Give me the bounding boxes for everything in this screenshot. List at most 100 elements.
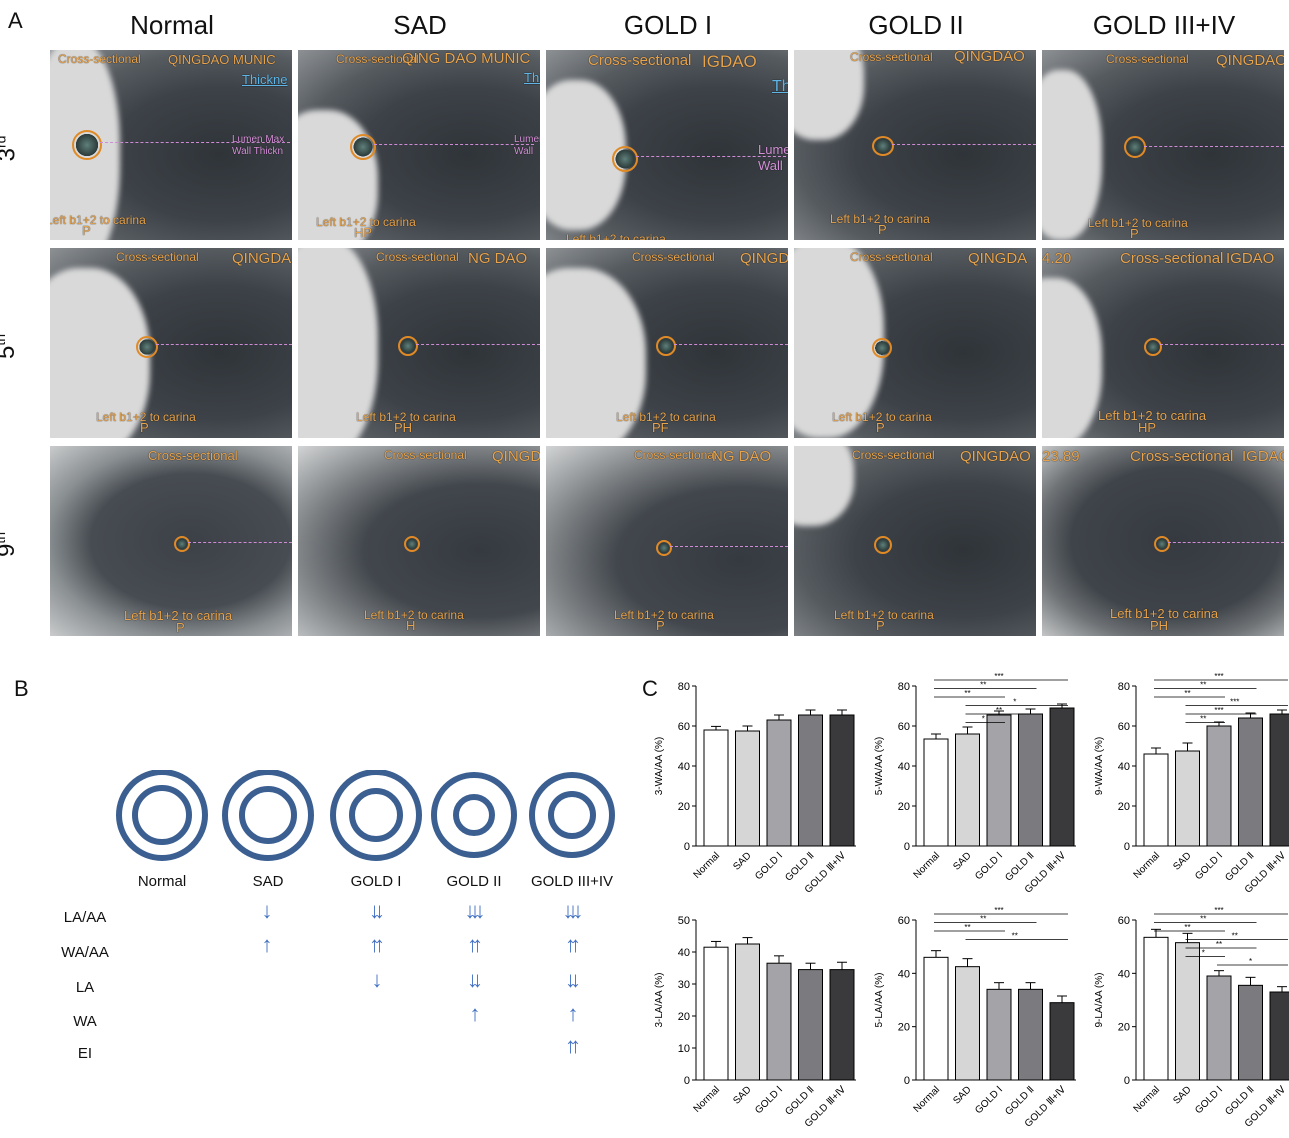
y-tick-label: 40 (898, 968, 910, 980)
ring-outer-gold1 (330, 770, 422, 861)
significance-mark: ** (1200, 915, 1206, 924)
x-tick-label: SAD (731, 850, 753, 872)
indicator-label-la-aa: LA/AA (63, 909, 107, 926)
bar (923, 738, 949, 847)
schematic-label-normal: Normal (137, 873, 187, 890)
significance-mark: *** (1214, 672, 1223, 681)
arrow-2-2: ↓ (372, 967, 381, 992)
panel-b-label: B (14, 676, 29, 701)
ring-outer-normal (116, 770, 208, 861)
y-axis-label: 9-LA/AA (%) (1094, 972, 1105, 1027)
y-tick-label: 20 (898, 1022, 910, 1034)
ct-image-5th-gold1: Cross-sectional QINGD Left b1+2 to carin… (546, 248, 788, 438)
bar (1143, 753, 1169, 847)
y-tick-label: 20 (898, 801, 910, 813)
panel-a-label: A (8, 8, 23, 33)
y-tick-label: 20 (678, 1011, 690, 1023)
bar (798, 969, 823, 1081)
arrow-1-1: ↑ (262, 932, 271, 957)
ct-image-3rd-gold2: Cross-sectional QINGDAO Left b1+2 to car… (794, 50, 1036, 240)
ct-label-cross: Cross-sectional (634, 448, 717, 462)
ct-image-5th-normal: Cross-sectional QINGDA Left b1+2 to cari… (50, 248, 292, 438)
ct-label-carina: Left b1+2 to carina (96, 410, 196, 424)
y-tick-label: 60 (898, 915, 910, 927)
significance-mark: *** (994, 672, 1003, 681)
column-header-gold2: GOLD II (868, 10, 964, 40)
ct-image-5th-gold2: Cross-sectional QINGDA Left b1+2 to cari… (794, 248, 1036, 438)
arrow-0-2: ↓↓ (369, 900, 383, 923)
ct-label-cross: Cross-sectional (336, 52, 419, 66)
column-header-normal: Normal (130, 10, 214, 40)
significance-mark: ** (964, 923, 970, 932)
significance-mark: ** (1200, 681, 1206, 690)
bar (735, 943, 760, 1081)
ct-label-carina: Left b1+2 to carina (616, 410, 716, 424)
bar (798, 714, 823, 847)
indicator-label-wa-aa: WA/AA (61, 944, 109, 961)
ct-label-carina: Left b1+2 to carina (1088, 216, 1188, 230)
significance-mark: ** (1200, 715, 1206, 724)
ct-label-cross: Cross-sectional (376, 250, 459, 264)
ct-label-orient: P (876, 618, 885, 633)
bar (1269, 991, 1289, 1081)
y-axis-label: 3-LA/AA (%) (654, 972, 665, 1027)
significance-mark: * (1249, 957, 1252, 966)
row-header-5th: 5th (0, 333, 20, 359)
ct-label-wall: Wall (514, 146, 534, 157)
y-tick-label: 60 (898, 721, 910, 733)
x-tick-label: Normal (692, 1084, 723, 1115)
x-tick-label: Normal (912, 1084, 943, 1115)
y-tick-label: 60 (1118, 721, 1130, 733)
ct-label-orient: P (140, 420, 149, 435)
bar (766, 719, 792, 847)
ct-label-hospital: QINGDAO MUNIC (168, 52, 276, 67)
ct-label-hospital: NG DAO (712, 448, 772, 465)
y-tick-label: 0 (904, 1075, 910, 1087)
ct-label-orient: HP (354, 225, 373, 240)
arrow-1-4: ↑↑ (565, 932, 579, 957)
ct-label-hospital: QINGDAO (954, 50, 1025, 65)
y-axis-label: 5-LA/AA (%) (874, 972, 885, 1027)
ct-label-thickness: Thi (524, 70, 540, 85)
airway-ring (612, 146, 638, 172)
ct-label-cross: Cross-sectional (850, 50, 933, 64)
ct-label-carina: Left b1+2 to carina (830, 212, 930, 226)
y-tick-label: 20 (1118, 1022, 1130, 1034)
x-tick-label: SAD (951, 1084, 973, 1106)
ct-label-orient: HP (1138, 420, 1157, 435)
y-tick-label: 80 (678, 681, 690, 693)
airway-ring (656, 336, 676, 356)
y-tick-label: 0 (904, 841, 910, 853)
ct-label-cross: Cross-sectional (116, 250, 199, 264)
ct-image-3rd-sad: Cross-sectional QING DAO MUNIC Thi Lumen… (298, 50, 540, 240)
ct-label-wall: Wall (758, 158, 783, 173)
ct-label-orient: P (876, 420, 885, 435)
ct-label-cross: Cross-sectional (632, 250, 715, 264)
bar (923, 956, 949, 1081)
significance-mark: ** (996, 706, 1002, 715)
significance-mark: *** (1214, 706, 1223, 715)
ring-inner-sad (239, 786, 297, 844)
y-tick-label: 20 (678, 801, 690, 813)
y-axis-label: 9-WA/AA (%) (1094, 737, 1105, 796)
ct-image-5th-gold34: 4.20 Cross-sectional IGDAO Left b1+2 to … (1042, 248, 1284, 438)
ct-label-cross: Cross-sectional (148, 448, 238, 463)
x-tick-label: Normal (1132, 1084, 1163, 1115)
significance-mark: *** (994, 906, 1003, 915)
ct-label-hospital: QINGD (740, 250, 788, 267)
ct-label-carina: Left b1+2 to carina (356, 410, 456, 424)
ct-image-9th-gold34: 23.89 Cross-sectional IGDAO Left b1+2 to… (1042, 446, 1284, 636)
x-tick-label: Normal (692, 850, 723, 881)
airway-ring (1154, 536, 1170, 552)
ct-label-thickness: Thickne (242, 72, 288, 87)
ct-image-5th-sad: Cross-sectional NG DAO Left b1+2 to cari… (298, 248, 540, 438)
ct-label-wall: Wall Thickn (232, 146, 284, 157)
ct-label-lumen: Lumen (758, 142, 788, 157)
ct-label-carina: Left b1+2 to carina (834, 608, 934, 622)
ct-label-hospital: QINGDAO (1216, 52, 1284, 69)
x-tick-label: SAD (951, 850, 973, 872)
ct-label-hospital: QING DAO MUNIC (402, 50, 531, 67)
arrow-2-4: ↓↓ (565, 967, 579, 992)
ct-number: 23.89 (1042, 448, 1080, 465)
schematic-label-gold1: GOLD I (350, 873, 402, 890)
